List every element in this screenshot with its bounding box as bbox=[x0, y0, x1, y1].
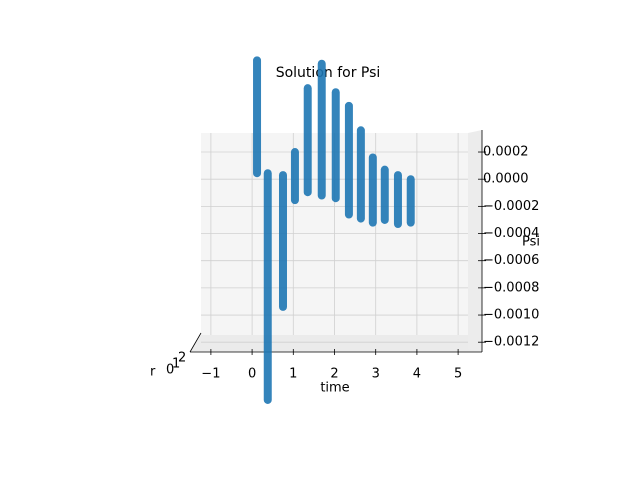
floor-pane bbox=[190, 335, 480, 352]
r-axis-line bbox=[189, 332, 202, 353]
chart-title: Solution for Psi bbox=[276, 65, 381, 81]
x-tick-label: 1 bbox=[289, 367, 297, 382]
x-tick-label: 2 bbox=[330, 367, 338, 382]
r-tick-label: 0 bbox=[166, 363, 174, 378]
z-tick-label: 0.0002 bbox=[483, 145, 529, 160]
x-tick-label: 0 bbox=[248, 367, 256, 382]
r-tick-label: 2 bbox=[178, 351, 186, 366]
x-axis-label: time bbox=[320, 381, 349, 396]
x-tick-label: 5 bbox=[454, 367, 462, 382]
z-tick-label: −0.0012 bbox=[483, 335, 539, 350]
r-tick-label: 1 bbox=[172, 357, 180, 372]
x-tick-label: 3 bbox=[372, 367, 380, 382]
x-tick-label: −1 bbox=[201, 367, 220, 382]
r-axis-label: r bbox=[150, 365, 156, 380]
z-axis-label: Psi bbox=[522, 235, 540, 250]
x-tick-label: 4 bbox=[413, 367, 421, 382]
z-tick-label: −0.0008 bbox=[483, 280, 539, 295]
z-tick-label: −0.0004 bbox=[483, 226, 539, 241]
z-tick-label: −0.0010 bbox=[483, 308, 539, 323]
side-pane bbox=[468, 130, 482, 352]
z-tick-label: −0.0002 bbox=[483, 199, 539, 214]
z-tick-label: −0.0006 bbox=[483, 253, 539, 268]
z-tick-label: 0.0000 bbox=[483, 172, 529, 187]
